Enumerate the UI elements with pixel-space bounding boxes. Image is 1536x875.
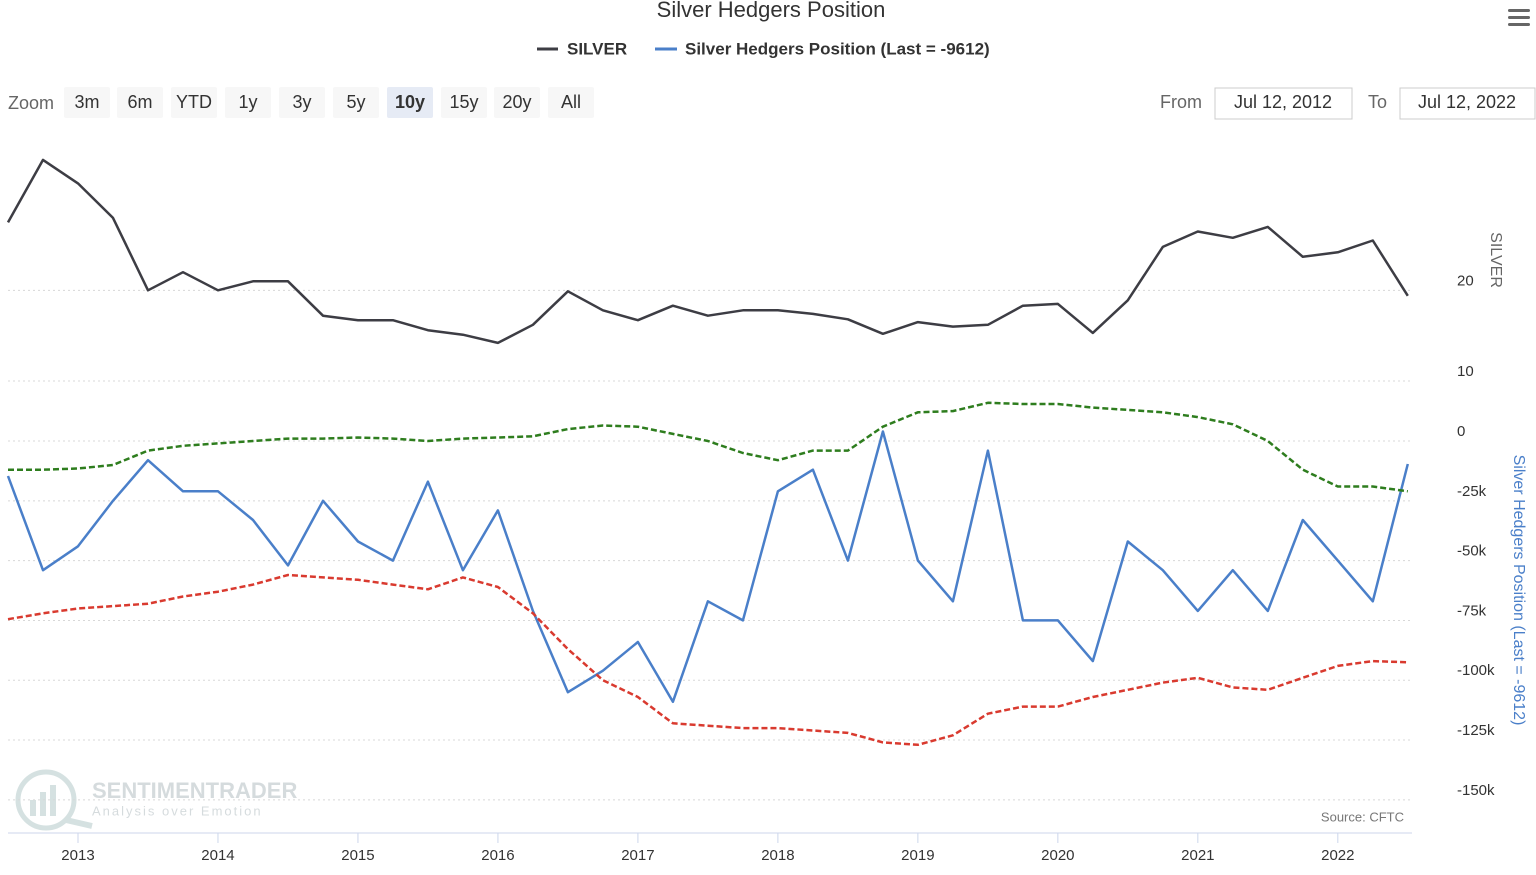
zoom-button-label[interactable]: 1y bbox=[238, 92, 257, 112]
series-line bbox=[7, 573, 1408, 747]
chart-title: Silver Hedgers Position bbox=[657, 0, 886, 22]
y-tick-label: -125k bbox=[1457, 722, 1495, 739]
zoom-button-label[interactable]: 10y bbox=[395, 92, 425, 112]
series-line bbox=[8, 401, 1408, 493]
x-tick-label: 2018 bbox=[761, 847, 794, 864]
from-date[interactable]: Jul 12, 2012 bbox=[1234, 92, 1332, 112]
zoom-buttons: 3m 6m YTD 1y 3y 5y 10y 15y 20y All bbox=[64, 87, 594, 118]
x-tick-label: 2021 bbox=[1181, 847, 1214, 864]
to-input[interactable] bbox=[1399, 87, 1536, 120]
zoom-button[interactable] bbox=[333, 87, 379, 118]
from-label: From bbox=[1160, 92, 1202, 112]
to-label: To bbox=[1368, 92, 1387, 112]
y-tick-label: -25k bbox=[1457, 483, 1487, 500]
y-axis-title: SILVER bbox=[1487, 232, 1504, 288]
x-tick-label: 2014 bbox=[201, 847, 234, 864]
zoom-button[interactable] bbox=[441, 87, 487, 118]
zoom-label: Zoom bbox=[8, 93, 54, 113]
zoom-button-label[interactable]: All bbox=[561, 92, 581, 112]
zoom-button[interactable] bbox=[64, 87, 110, 118]
zoom-button[interactable] bbox=[225, 87, 271, 118]
zoom-button[interactable] bbox=[117, 87, 163, 118]
x-tick-label: 2019 bbox=[901, 847, 934, 864]
series-line bbox=[6, 158, 1409, 345]
zoom-button-label[interactable]: YTD bbox=[176, 92, 212, 112]
watermark: SENTIMENTRADER Analysis over Emotion bbox=[15, 769, 297, 831]
x-tick-label: 2022 bbox=[1321, 847, 1354, 864]
zoom-button-label[interactable]: 3m bbox=[74, 92, 99, 112]
from-input[interactable] bbox=[1214, 87, 1353, 120]
zoom-button-label[interactable]: 20y bbox=[502, 92, 531, 112]
zoom-button-label[interactable]: 5y bbox=[346, 92, 365, 112]
y-tick-label: -150k bbox=[1457, 782, 1495, 799]
legend-entry[interactable]: SILVER bbox=[567, 39, 627, 58]
y-axis-title: Silver Hedgers Position (Last = -9612) bbox=[1510, 455, 1527, 726]
y-tick-label: -50k bbox=[1457, 543, 1487, 560]
menu-icon[interactable] bbox=[1508, 9, 1530, 26]
watermark-brand: SENTIMENTRADER bbox=[92, 778, 297, 803]
x-tick-label: 2013 bbox=[61, 847, 94, 864]
y-tick-label: -75k bbox=[1457, 602, 1487, 619]
zoom-button[interactable] bbox=[548, 87, 594, 118]
to-date[interactable]: Jul 12, 2022 bbox=[1418, 92, 1516, 112]
x-tick-label: 2015 bbox=[341, 847, 374, 864]
y-tick-label: 10 bbox=[1457, 363, 1474, 380]
y-tick-label: -100k bbox=[1457, 662, 1495, 679]
zoom-button[interactable] bbox=[387, 87, 433, 118]
series-line bbox=[6, 430, 1410, 704]
source-note: Source: CFTC bbox=[1321, 809, 1404, 824]
zoom-button[interactable] bbox=[171, 87, 217, 118]
zoom-button[interactable] bbox=[494, 87, 540, 118]
legend-entry[interactable]: Silver Hedgers Position (Last = -9612) bbox=[685, 39, 990, 58]
y-tick-label: 20 bbox=[1457, 272, 1474, 289]
watermark-tagline: Analysis over Emotion bbox=[92, 803, 263, 818]
y-tick-label: 0 bbox=[1457, 423, 1465, 440]
zoom-button-label[interactable]: 6m bbox=[127, 92, 152, 112]
zoom-button-label[interactable]: 3y bbox=[292, 92, 311, 112]
x-tick-label: 2016 bbox=[481, 847, 514, 864]
x-tick-label: 2017 bbox=[621, 847, 654, 864]
x-tick-label: 2020 bbox=[1041, 847, 1074, 864]
zoom-button[interactable] bbox=[279, 87, 325, 118]
zoom-button-label[interactable]: 15y bbox=[449, 92, 478, 112]
